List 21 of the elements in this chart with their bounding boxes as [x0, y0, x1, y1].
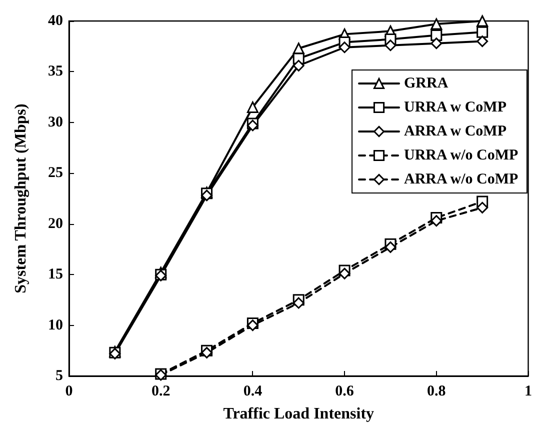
y-tick-label: 10: [48, 317, 63, 334]
x-tick-label: 0.4: [243, 384, 263, 400]
y-tick-label: 25: [48, 165, 63, 182]
x-tick-label: 0.6: [335, 384, 354, 400]
legend-label: GRRA: [404, 76, 448, 92]
x-tick-label: 0.8: [427, 384, 446, 400]
y-tick-label: 30: [48, 114, 63, 130]
y-tick-label: 5: [56, 368, 63, 384]
legend-label: ARRA w/o CoMP: [404, 172, 518, 188]
x-tick-label: 1: [524, 384, 532, 400]
y-tick-label: 20: [48, 216, 63, 232]
y-tick-label: 40: [48, 13, 63, 29]
x-axis-title: Traffic Load Intensity: [223, 406, 374, 422]
x-tick-label: 0: [65, 384, 73, 400]
y-tick-label: 15: [48, 266, 63, 283]
y-tick-label: 35: [48, 64, 63, 80]
legend-label: ARRA w CoMP: [404, 124, 507, 140]
legend-label: URRA w/o CoMP: [404, 148, 518, 164]
legend-label: URRA w CoMP: [404, 100, 507, 116]
x-tick-label: 0.2: [151, 384, 170, 400]
y-axis-title: System Throughput (Mbps): [12, 104, 30, 294]
